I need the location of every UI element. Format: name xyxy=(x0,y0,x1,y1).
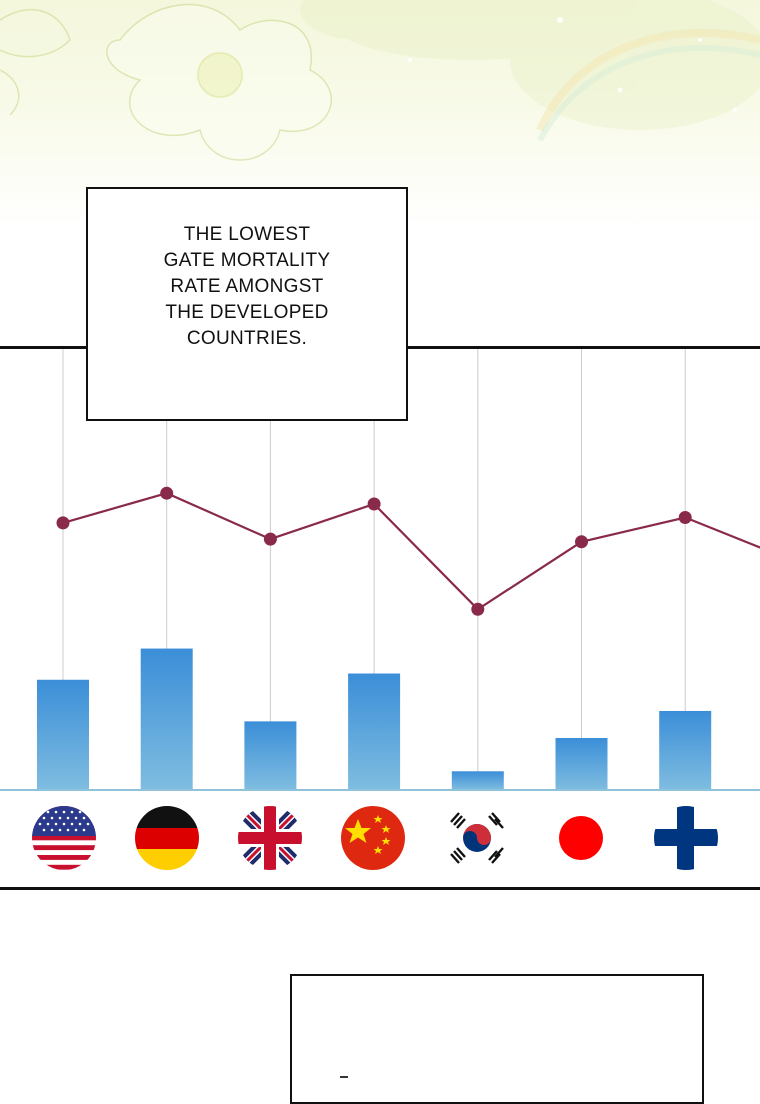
chart-panel xyxy=(0,346,760,890)
line-point-china xyxy=(367,497,381,511)
line-point-finland xyxy=(678,511,692,524)
caption-text: THE LOWEST GATE MORTALITY RATE AMONGST T… xyxy=(163,224,331,349)
caption-box: THE LOWEST GATE MORTALITY RATE AMONGST T… xyxy=(86,187,408,421)
line-point-germany xyxy=(160,486,174,500)
us-flag-icon xyxy=(32,806,96,870)
bar-germany xyxy=(140,648,193,790)
line-series xyxy=(62,492,760,611)
line-point-usa xyxy=(56,516,70,530)
bar-japan xyxy=(555,738,608,790)
bar-south-korea xyxy=(451,771,504,790)
japan-flag-icon xyxy=(549,806,613,870)
china-flag-icon xyxy=(341,806,405,870)
bar-china xyxy=(348,673,401,790)
line-point-uk xyxy=(263,532,277,546)
germany-flag-icon xyxy=(135,806,199,870)
next-panel-box xyxy=(290,974,704,1104)
finland-flag-icon xyxy=(654,806,718,870)
bar-uk xyxy=(244,721,297,790)
text-fragment-mark xyxy=(340,1076,348,1078)
line-point-south-korea xyxy=(471,602,485,616)
chart xyxy=(0,349,760,870)
line-point-japan xyxy=(575,535,588,549)
uk-flag-icon xyxy=(238,806,302,870)
south-korea-flag-icon xyxy=(445,806,509,870)
bar-finland xyxy=(659,710,712,790)
bar-usa xyxy=(37,679,89,790)
